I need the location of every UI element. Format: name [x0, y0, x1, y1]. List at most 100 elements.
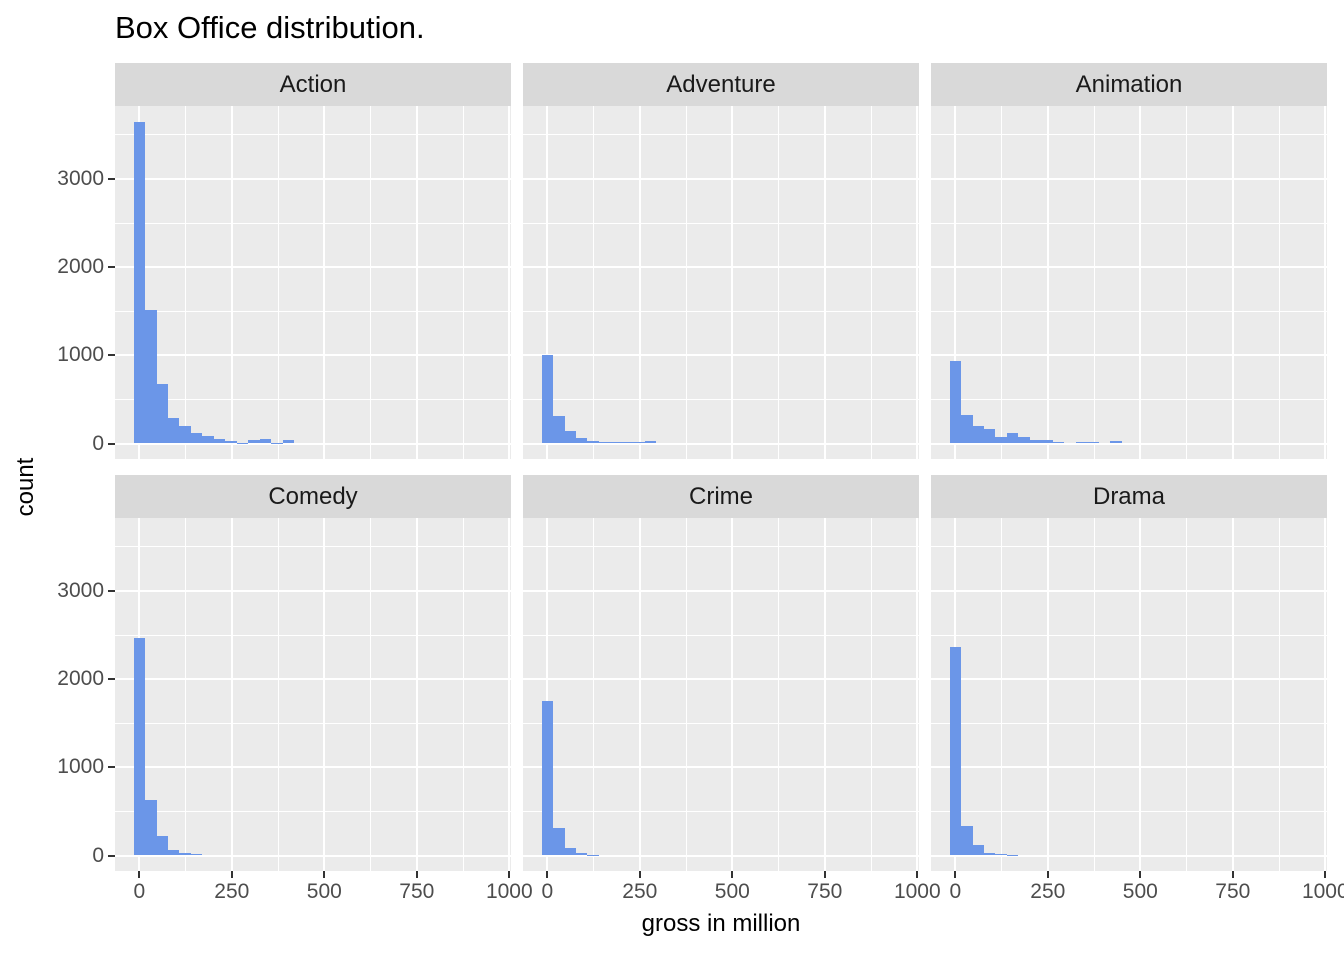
gridline-y-minor: [931, 222, 1327, 224]
gridline-y-major: [115, 589, 511, 592]
gridline-y-minor: [115, 222, 511, 224]
gridline-x-minor: [685, 106, 687, 459]
histogram-bar: [179, 425, 191, 444]
gridline-y-major: [931, 354, 1327, 357]
histogram-bar: [541, 701, 554, 856]
gridline-x-major: [546, 518, 549, 871]
y-tick-label: 1000: [57, 343, 104, 367]
gridline-y-minor: [931, 134, 1327, 136]
gridline-x-major: [546, 106, 549, 459]
x-tick-mark: [1046, 871, 1049, 878]
gridline-y-minor: [115, 722, 511, 724]
histogram-bar: [575, 853, 588, 856]
gridline-x-minor: [1093, 518, 1095, 871]
gridline-x-major: [731, 518, 734, 871]
y-tick-label: 3000: [57, 578, 104, 602]
histogram-bar: [949, 361, 962, 444]
facet-panel-adventure: [523, 106, 919, 459]
x-tick-label: 0: [541, 880, 554, 903]
histogram-bar: [949, 647, 962, 856]
plot-title: Box Office distribution.: [115, 10, 425, 45]
histogram-bar: [564, 847, 576, 856]
gridline-x-minor: [1278, 106, 1280, 459]
gridline-x-major: [323, 518, 326, 871]
histogram-bar: [167, 850, 180, 856]
y-tick-label: 0: [92, 843, 104, 867]
gridline-x-major: [323, 106, 326, 459]
x-tick-label: 750: [399, 880, 435, 903]
gridline-y-minor: [523, 810, 919, 812]
gridline-x-major: [1139, 106, 1142, 459]
gridline-x-major: [415, 518, 418, 871]
y-tick-mark: [108, 766, 115, 769]
facet-strip-adventure: Adventure: [523, 63, 919, 106]
x-tick-mark: [1324, 871, 1327, 878]
gridline-x-major: [230, 106, 233, 459]
gridline-x-major: [508, 518, 511, 871]
y-tick-label: 3000: [57, 166, 104, 190]
gridline-x-major: [1324, 518, 1327, 871]
histogram-bar: [553, 828, 565, 856]
gridline-x-major: [508, 106, 511, 459]
histogram-bar: [133, 121, 146, 444]
histogram-bar: [1075, 441, 1088, 444]
gridline-x-minor: [277, 106, 279, 459]
histogram-bar: [995, 854, 1007, 856]
x-tick-mark: [1231, 871, 1234, 878]
gridline-y-major: [931, 678, 1327, 681]
facet-panel-comedy: [115, 518, 511, 871]
gridline-y-major: [523, 177, 919, 180]
x-axis-title: gross in million: [641, 910, 801, 937]
gridline-x-minor: [462, 518, 464, 871]
histogram-bar: [587, 440, 599, 444]
y-tick-label: 1000: [57, 755, 104, 779]
gridline-x-major: [823, 106, 826, 459]
facet-strip-label-crime: Crime: [689, 482, 753, 510]
facet-strip-label-adventure: Adventure: [666, 70, 776, 98]
histogram-bar: [621, 442, 634, 444]
gridline-y-minor: [931, 634, 1327, 636]
x-tick-label: 1000: [485, 880, 533, 903]
gridline-x-major: [916, 106, 919, 459]
facet-strip-drama: Drama: [931, 475, 1327, 518]
facet-strip-label-drama: Drama: [1092, 482, 1165, 510]
gridline-x-major: [415, 106, 418, 459]
gridline-y-minor: [115, 810, 511, 812]
y-tick-mark: [108, 854, 115, 857]
y-tick-mark: [108, 266, 115, 269]
y-tick-mark: [108, 442, 115, 445]
x-tick-mark: [323, 871, 326, 878]
facet-strip-label-animation: Animation: [1075, 70, 1183, 98]
x-tick-label: 750: [807, 880, 843, 903]
histogram-bar: [598, 441, 611, 444]
gridline-y-minor: [523, 310, 919, 312]
y-tick-mark: [108, 589, 115, 592]
histogram-bar: [156, 384, 168, 444]
gridline-y-major: [115, 354, 511, 357]
x-tick-mark: [546, 871, 549, 878]
histogram-bar: [145, 310, 157, 444]
histogram-bar: [1018, 436, 1030, 444]
histogram-bar: [1006, 432, 1019, 444]
gridline-x-minor: [1186, 106, 1188, 459]
gridline-x-major: [1046, 518, 1049, 871]
x-tick-mark: [138, 871, 141, 878]
x-tick-mark: [823, 871, 826, 878]
x-tick-mark: [954, 871, 957, 878]
gridline-x-major: [823, 518, 826, 871]
x-tick-mark: [1139, 871, 1142, 878]
histogram-bar: [236, 442, 249, 444]
x-tick-label: 250: [622, 880, 658, 903]
facet-strip-action: Action: [115, 63, 511, 106]
gridline-x-minor: [462, 106, 464, 459]
gridline-y-major: [115, 854, 511, 857]
gridline-x-minor: [870, 106, 872, 459]
gridline-y-major: [523, 266, 919, 269]
gridline-x-minor: [778, 518, 780, 871]
gridline-y-minor: [523, 398, 919, 400]
histogram-bar: [1052, 442, 1065, 444]
gridline-y-major: [523, 354, 919, 357]
histogram-bar: [271, 442, 283, 444]
gridline-x-minor: [593, 106, 595, 459]
facet-strip-crime: Crime: [523, 475, 919, 518]
